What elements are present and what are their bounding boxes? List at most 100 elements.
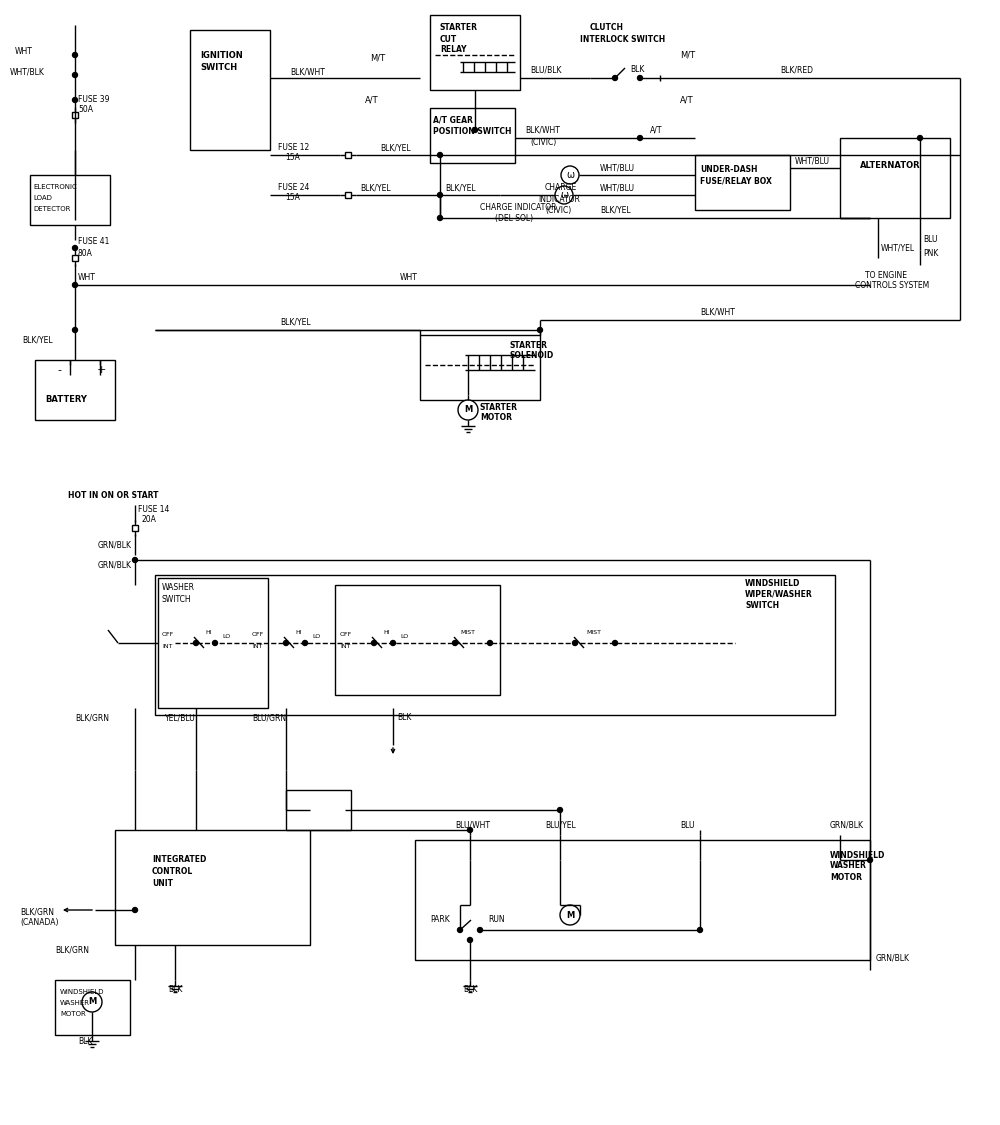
Text: INDICATOR: INDICATOR xyxy=(538,195,580,204)
Text: (CANADA): (CANADA) xyxy=(20,918,58,927)
Circle shape xyxy=(868,857,872,863)
Circle shape xyxy=(132,558,138,562)
Circle shape xyxy=(438,192,442,198)
Bar xyxy=(415,840,870,960)
Text: 15A: 15A xyxy=(285,153,300,162)
Text: WHT/BLU: WHT/BLU xyxy=(600,183,635,192)
Text: M/T: M/T xyxy=(680,51,695,60)
Text: BLK/WHT: BLK/WHT xyxy=(700,307,735,316)
Text: BLK/YEL: BLK/YEL xyxy=(280,317,311,326)
Text: WHT: WHT xyxy=(400,273,418,282)
Circle shape xyxy=(72,72,78,78)
Text: WASHER: WASHER xyxy=(162,584,195,593)
Circle shape xyxy=(558,808,562,812)
Text: BLK/YEL: BLK/YEL xyxy=(380,144,411,153)
Bar xyxy=(335,585,500,695)
Text: BLK: BLK xyxy=(463,986,477,994)
Text: UNDER-DASH: UNDER-DASH xyxy=(700,165,758,174)
Text: GRN/BLK: GRN/BLK xyxy=(876,954,910,963)
Text: INT: INT xyxy=(162,645,173,649)
Circle shape xyxy=(698,927,702,933)
Bar xyxy=(345,152,351,158)
Bar xyxy=(35,360,115,420)
Text: HOT IN ON OR START: HOT IN ON OR START xyxy=(68,490,158,500)
Text: IGNITION: IGNITION xyxy=(200,51,243,60)
Circle shape xyxy=(132,908,138,912)
Text: TO ENGINE: TO ENGINE xyxy=(865,270,907,279)
Text: DETECTOR: DETECTOR xyxy=(33,206,70,212)
Circle shape xyxy=(612,75,618,81)
Text: HI: HI xyxy=(295,630,302,636)
Text: 50A: 50A xyxy=(78,106,93,115)
Circle shape xyxy=(458,927,462,933)
Text: WHT/BLU: WHT/BLU xyxy=(795,156,830,165)
Text: INTERLOCK SWITCH: INTERLOCK SWITCH xyxy=(580,35,665,44)
Circle shape xyxy=(372,640,376,646)
Text: BLK: BLK xyxy=(630,65,644,74)
Text: MIST: MIST xyxy=(460,630,475,636)
Text: WHT/BLK: WHT/BLK xyxy=(10,68,45,76)
Text: BLK/WHT: BLK/WHT xyxy=(290,68,325,76)
Text: GRN/BLK: GRN/BLK xyxy=(830,820,864,829)
Text: YEL/BLU: YEL/BLU xyxy=(165,713,196,722)
Text: INT: INT xyxy=(252,645,262,649)
Circle shape xyxy=(72,245,78,251)
Text: FUSE 24: FUSE 24 xyxy=(278,182,309,191)
Text: FUSE 39: FUSE 39 xyxy=(78,96,110,105)
Text: SOLENOID: SOLENOID xyxy=(510,351,554,360)
Text: BLU/YEL: BLU/YEL xyxy=(545,820,576,829)
Text: LO: LO xyxy=(400,633,408,639)
Text: WHT: WHT xyxy=(78,273,96,282)
Text: BLK: BLK xyxy=(78,1037,92,1046)
Text: CONTROL: CONTROL xyxy=(152,867,193,876)
Text: BATTERY: BATTERY xyxy=(45,396,87,405)
Text: FUSE 41: FUSE 41 xyxy=(78,237,109,246)
Text: BLK/YEL: BLK/YEL xyxy=(600,206,631,215)
Text: BLK/RED: BLK/RED xyxy=(780,65,813,74)
Circle shape xyxy=(478,927,482,933)
Text: MOTOR: MOTOR xyxy=(480,414,512,423)
Text: BLK/GRN: BLK/GRN xyxy=(20,908,54,917)
Bar xyxy=(430,15,520,90)
Text: WINDSHIELD: WINDSHIELD xyxy=(60,989,104,994)
Text: OFF: OFF xyxy=(252,632,264,638)
Text: WHT/YEL: WHT/YEL xyxy=(881,243,915,252)
Text: HI: HI xyxy=(383,630,390,636)
Text: SWITCH: SWITCH xyxy=(200,63,237,72)
Text: M: M xyxy=(88,998,96,1007)
Text: WHT: WHT xyxy=(15,47,33,56)
Text: M: M xyxy=(566,910,574,919)
Text: A/T: A/T xyxy=(365,96,379,105)
Circle shape xyxy=(560,904,580,925)
Text: GRN/BLK: GRN/BLK xyxy=(98,540,132,549)
Circle shape xyxy=(468,937,473,943)
Text: GRN/BLK: GRN/BLK xyxy=(98,560,132,569)
Text: MOTOR: MOTOR xyxy=(830,873,862,882)
Circle shape xyxy=(438,153,442,158)
Circle shape xyxy=(555,186,573,204)
Text: M: M xyxy=(464,405,472,414)
Bar xyxy=(190,30,270,150)
Text: CHARGE: CHARGE xyxy=(545,183,577,192)
Bar xyxy=(158,578,268,708)
Text: PNK: PNK xyxy=(923,249,938,258)
Bar xyxy=(155,575,835,716)
Text: POSITION SWITCH: POSITION SWITCH xyxy=(433,127,512,136)
Text: RELAY: RELAY xyxy=(440,45,466,54)
Text: WHT/BLU: WHT/BLU xyxy=(600,163,635,172)
Text: -: - xyxy=(57,364,61,375)
Text: A/T GEAR: A/T GEAR xyxy=(433,116,473,125)
Text: 20A: 20A xyxy=(142,515,157,524)
Bar xyxy=(132,525,138,531)
Circle shape xyxy=(612,640,618,646)
Text: BLK/YEL: BLK/YEL xyxy=(22,335,53,344)
Text: RUN: RUN xyxy=(488,916,505,925)
Text: WASHER: WASHER xyxy=(830,862,867,871)
Text: HI: HI xyxy=(205,630,212,636)
Text: ω: ω xyxy=(566,170,574,180)
Text: FUSE 12: FUSE 12 xyxy=(278,143,309,152)
Text: INT: INT xyxy=(340,645,351,649)
Text: LO: LO xyxy=(312,633,320,639)
Circle shape xyxy=(72,327,78,333)
Circle shape xyxy=(918,135,922,141)
